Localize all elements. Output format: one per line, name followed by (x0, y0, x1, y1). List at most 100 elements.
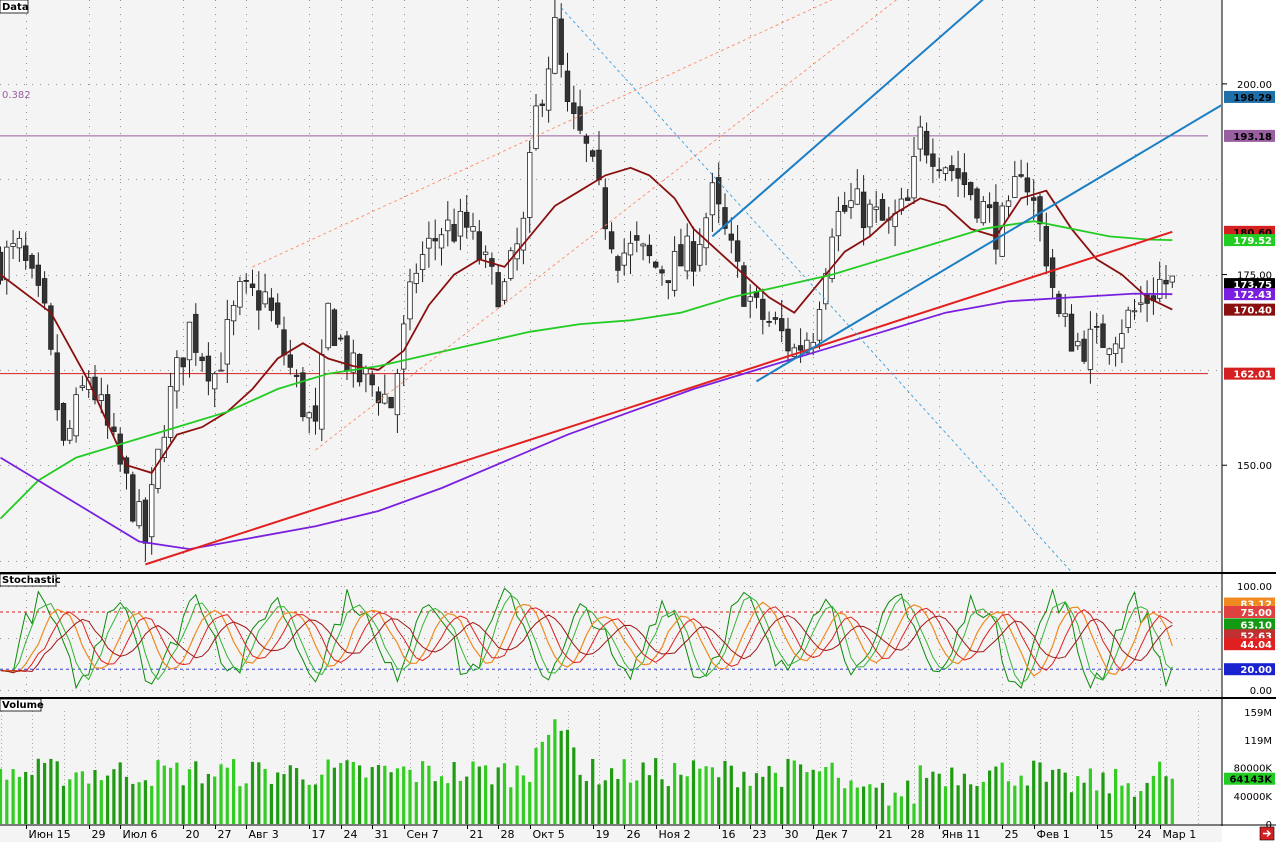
volume-bar (1132, 796, 1137, 824)
volume-bar (950, 767, 954, 824)
volume-bar (496, 767, 500, 824)
x-axis-tick: 16 (722, 828, 736, 841)
blue-channel-lower (755, 104, 1221, 383)
scroll-to-end-button[interactable] (1259, 826, 1275, 841)
stochastic-badge-label: 52.63 (1240, 631, 1272, 642)
candle (583, 133, 590, 163)
candle (873, 190, 879, 223)
x-axis-tick: Авг 3 (249, 828, 279, 841)
candle (438, 227, 445, 266)
candle (1112, 336, 1119, 367)
x-axis-tick: Июн 15 (29, 828, 71, 841)
price-badge-label: 170.40 (1233, 306, 1272, 317)
volume-bar (471, 761, 475, 824)
scroll-to-end-icon (1263, 830, 1271, 837)
volume-bar (849, 780, 853, 824)
volume-bar (679, 774, 683, 824)
volume-bar (320, 774, 324, 824)
price-badge: 193.18 (1224, 129, 1275, 143)
volume-bar (578, 774, 582, 824)
volume-bar (175, 762, 179, 824)
volume-bar (654, 758, 658, 824)
candle (974, 186, 980, 223)
volume-bar (704, 766, 708, 824)
volume-bar (880, 782, 885, 824)
volume-bar (754, 773, 759, 824)
candle (331, 308, 338, 346)
volume-bar (799, 764, 803, 824)
candle (35, 252, 41, 297)
candle (67, 420, 73, 445)
candle (659, 265, 665, 286)
candle (1037, 193, 1043, 242)
volume-bar (490, 784, 494, 824)
price-axis-tick: 150.00 (1237, 461, 1272, 472)
candle (230, 300, 237, 336)
volume-bar (710, 767, 714, 824)
volume-bar (219, 764, 223, 824)
candle (671, 236, 678, 297)
price-panel[interactable] (0, 0, 1222, 572)
candle (148, 467, 155, 555)
volume-bar (288, 765, 292, 824)
candle (980, 196, 986, 226)
x-axis-tick: 15 (1100, 828, 1114, 841)
x-axis-tick: Сен 7 (407, 828, 439, 841)
volume-bar (1051, 769, 1055, 824)
volume-bar (742, 771, 746, 824)
candle (640, 242, 646, 261)
volume-bar (80, 771, 84, 824)
volume-bar (421, 761, 425, 824)
volume-bar (30, 774, 34, 824)
volume-bar (87, 783, 91, 824)
candle (293, 369, 300, 388)
price-badge-label: 173.75 (1233, 280, 1272, 291)
x-axis-tick: Фев 1 (1037, 828, 1070, 841)
volume-bar (528, 781, 532, 824)
stochastic-badge: 75.00 (1224, 606, 1275, 619)
volume-panel-title: Volume (2, 700, 44, 711)
candle (684, 223, 690, 280)
candle (917, 115, 923, 162)
volume-axis-tick: 40000K (1234, 792, 1273, 803)
volume-bar (868, 784, 872, 824)
volume-bar (786, 758, 790, 824)
candle (1024, 162, 1031, 206)
price-panel-title: Data (2, 2, 29, 13)
candle (155, 448, 161, 494)
volume-bar (521, 775, 525, 824)
volume-bar (402, 766, 406, 824)
volume-bar (824, 766, 828, 824)
candle (930, 138, 936, 184)
volume-bar (1114, 768, 1118, 824)
volume-bar (244, 783, 248, 824)
volume-bar (559, 730, 563, 824)
volume-bar (666, 786, 670, 824)
x-axis-tick: Ноя 2 (659, 828, 691, 841)
candle (608, 222, 615, 254)
price-badge-label: 172.43 (1233, 290, 1272, 301)
candle (1169, 275, 1175, 288)
candle (249, 269, 256, 296)
price-badge-label: 162.01 (1233, 370, 1272, 381)
x-axis-tick: Окт 5 (533, 828, 565, 841)
volume-bar (773, 772, 777, 824)
x-axis-tick: 26 (627, 828, 641, 841)
volume-bar (988, 770, 992, 824)
volume-bar (981, 781, 985, 824)
candle (728, 217, 734, 254)
candle (766, 311, 772, 327)
candle (16, 230, 23, 262)
red-trendline (145, 230, 1173, 566)
volume-bar (603, 780, 607, 824)
volume-bar (553, 719, 557, 824)
volume-bar (131, 783, 135, 824)
volume-bar (622, 759, 626, 824)
candle (690, 226, 697, 287)
volume-bar (194, 761, 198, 824)
candle (722, 193, 728, 235)
volume-bar (93, 770, 97, 824)
volume-bar (17, 776, 21, 824)
x-axis-tick: Дек 7 (816, 828, 849, 841)
